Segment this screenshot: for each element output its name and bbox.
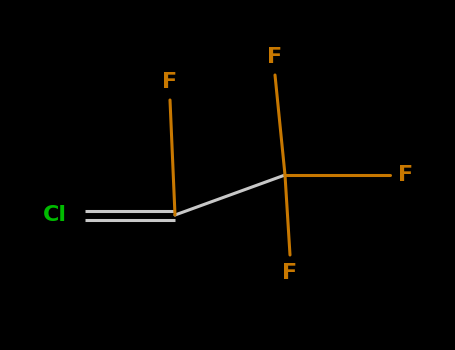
Text: F: F: [162, 72, 177, 92]
Text: F: F: [283, 263, 298, 283]
Text: F: F: [398, 165, 413, 185]
Text: Cl: Cl: [43, 205, 67, 225]
Text: F: F: [268, 47, 283, 67]
